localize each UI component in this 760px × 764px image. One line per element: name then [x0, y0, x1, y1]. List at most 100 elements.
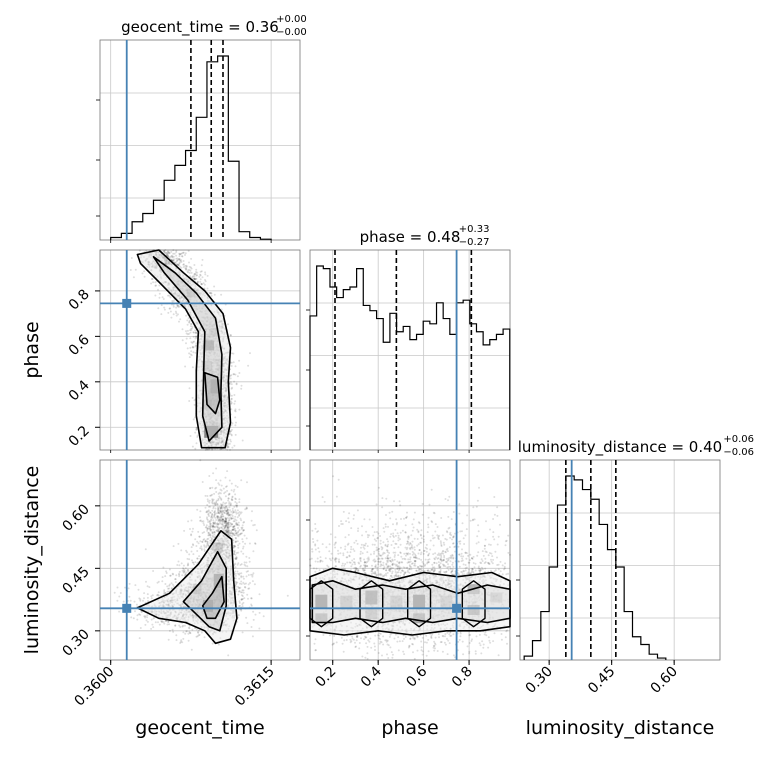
sample-point	[238, 605, 240, 607]
sample-point	[163, 593, 165, 595]
sample-point	[173, 258, 175, 260]
sample-point	[231, 483, 233, 485]
sample-point	[147, 593, 149, 595]
sample-point	[231, 489, 233, 491]
sample-point	[234, 550, 236, 552]
sample-point	[229, 375, 231, 377]
sample-point	[183, 572, 185, 574]
sample-point	[212, 536, 214, 538]
sample-point	[231, 387, 233, 389]
panel-frame	[100, 460, 300, 660]
sample-point	[199, 510, 201, 512]
sample-point	[211, 513, 213, 515]
sample-point	[195, 336, 197, 338]
sample-point	[205, 507, 207, 509]
sample-point	[207, 288, 209, 290]
sample-point	[175, 255, 177, 257]
sample-point	[214, 514, 216, 516]
sample-point	[143, 597, 145, 599]
sample-point	[235, 538, 237, 540]
sample-point	[233, 394, 235, 396]
sample-point	[161, 580, 163, 582]
sample-point	[229, 480, 231, 482]
sample-point	[254, 524, 256, 526]
sample-point	[157, 289, 159, 291]
sample-point	[191, 546, 193, 548]
sample-point	[234, 493, 236, 495]
panel-frame	[310, 250, 510, 450]
sample-point	[235, 422, 237, 424]
sample-point	[172, 253, 174, 255]
sample-point	[196, 272, 198, 274]
sample-point	[197, 435, 199, 437]
histogram-luminosity_distance: luminosity_distance = 0.40+0.06−0.06	[518, 434, 754, 660]
sample-point	[240, 388, 242, 390]
sample-point	[234, 416, 236, 418]
sample-point	[193, 264, 195, 266]
sample-point	[209, 506, 211, 508]
sample-point	[246, 594, 248, 596]
sample-point	[244, 535, 246, 537]
sample-point	[224, 503, 226, 505]
sample-point	[251, 626, 253, 628]
sample-point	[240, 479, 242, 481]
sample-point	[230, 334, 232, 336]
sample-point	[217, 508, 219, 510]
sample-point	[251, 597, 253, 599]
sample-point	[168, 252, 170, 254]
sample-point	[245, 617, 247, 619]
sample-point	[179, 262, 181, 264]
sample-point	[147, 597, 149, 599]
sample-point	[196, 550, 198, 552]
sample-point	[192, 366, 194, 368]
sample-point	[183, 565, 185, 567]
sample-point	[189, 627, 191, 629]
sample-point	[241, 583, 243, 585]
sample-point	[232, 512, 234, 514]
sample-point	[206, 538, 208, 540]
title-minus-geocent_time: −0.00	[276, 27, 307, 38]
sample-point	[247, 588, 249, 590]
sample-point	[188, 558, 190, 560]
sample-point	[222, 510, 224, 512]
sample-point	[196, 541, 198, 543]
sample-point	[188, 400, 190, 402]
sample-point	[208, 528, 210, 530]
sample-point	[187, 333, 189, 335]
sample-point	[198, 630, 200, 632]
sample-point	[213, 511, 215, 513]
sample-point	[217, 503, 219, 505]
sample-point	[232, 533, 234, 535]
sample-point	[234, 518, 236, 520]
sample-point	[215, 519, 217, 521]
sample-point	[191, 629, 193, 631]
sample-point	[232, 373, 234, 375]
sample-point	[259, 612, 261, 614]
sample-point	[234, 509, 236, 511]
sample-point	[229, 504, 231, 506]
sample-point	[205, 526, 207, 528]
sample-point	[184, 366, 186, 368]
sample-point	[227, 654, 229, 656]
sample-point	[182, 339, 184, 341]
sample-point	[229, 519, 231, 521]
sample-point	[159, 293, 161, 295]
sample-point	[234, 374, 236, 376]
sample-point	[182, 631, 184, 633]
sample-point	[145, 581, 147, 583]
sample-point	[192, 553, 194, 555]
sample-point	[215, 479, 217, 481]
sample-point	[227, 529, 229, 531]
sample-point	[174, 624, 176, 626]
sample-point	[244, 586, 246, 588]
sample-point	[178, 253, 180, 255]
sample-point	[167, 588, 169, 590]
sample-point	[201, 264, 203, 266]
sample-point	[185, 315, 187, 317]
sample-point	[182, 625, 184, 627]
sample-point	[238, 409, 240, 411]
sample-point	[212, 500, 214, 502]
sample-point	[231, 518, 233, 520]
sample-point	[215, 530, 217, 532]
sample-point	[191, 559, 193, 561]
